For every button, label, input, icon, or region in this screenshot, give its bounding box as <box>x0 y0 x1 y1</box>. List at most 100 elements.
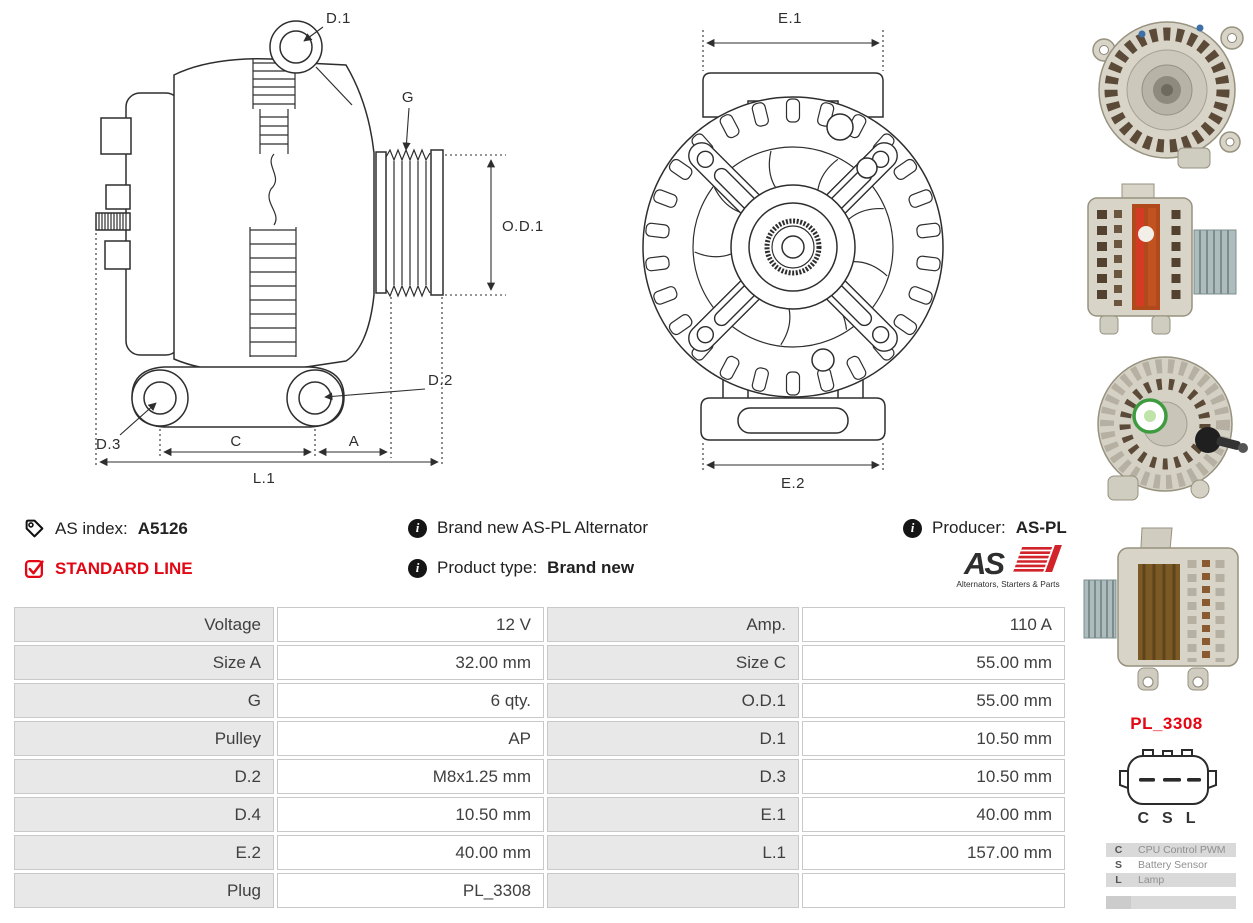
spec-value: 32.00 mm <box>277 645 544 680</box>
checkbox-checked-icon <box>24 559 44 579</box>
legend-key: C <box>1114 844 1123 856</box>
as-index-value: A5126 <box>137 518 188 538</box>
spec-label: D.1 <box>547 721 799 756</box>
product-photo-front-three-quarter[interactable] <box>1080 6 1253 174</box>
spec-value: 55.00 mm <box>802 645 1065 680</box>
dim-label-l1: L.1 <box>253 470 275 487</box>
spec-label: D.4 <box>14 797 274 832</box>
spec-value: 110 A <box>802 607 1065 642</box>
spec-value: 55.00 mm <box>802 683 1065 718</box>
dim-label-d1: D.1 <box>326 10 351 27</box>
plug-name: PL_3308 <box>1130 714 1203 733</box>
hatched-block <box>95 212 131 231</box>
spec-value: 10.50 mm <box>802 721 1065 756</box>
spec-table: Voltage 12 V Amp. 110 A Size A 32.00 mm … <box>14 607 1065 908</box>
legend-key: L <box>1115 874 1122 886</box>
spec-label: Size C <box>547 645 799 680</box>
pin-label: S <box>1162 810 1173 827</box>
product-photo-rear-with-plug[interactable] <box>1080 344 1253 514</box>
description-row: i Brand new AS-PL Alternator <box>408 518 648 538</box>
info-icon: i <box>408 558 427 578</box>
info-icon: i <box>903 518 922 538</box>
as-index-row: AS index: A5126 <box>24 518 188 539</box>
connector-diagram <box>1119 749 1217 805</box>
spec-label: E.1 <box>547 797 799 832</box>
bolt-hole <box>826 113 854 141</box>
spec-value: 40.00 mm <box>277 835 544 870</box>
dim-label-d2: D.2 <box>428 372 453 389</box>
front-view-technical-drawing: E.1 E.2 <box>642 10 944 492</box>
product-type-row: i Product type: Brand new <box>408 558 634 578</box>
pin-label: L <box>1185 810 1196 827</box>
producer-value: AS-PL <box>1015 518 1067 537</box>
spec-value: AP <box>277 721 544 756</box>
spec-value: M8x1.25 mm <box>277 759 544 794</box>
producer-row: i Producer: AS-PL <box>903 518 1067 538</box>
spec-label: L.1 <box>547 835 799 870</box>
spec-value: 6 qty. <box>277 683 544 718</box>
connector-legend: C CPU Control PWM S Battery Sensor L Lam… <box>1106 843 1236 909</box>
info-icon: i <box>408 518 427 538</box>
spec-label <box>547 873 799 908</box>
terminal-block <box>100 117 132 155</box>
spec-value: 40.00 mm <box>802 797 1065 832</box>
stator-ribs <box>249 59 297 357</box>
legend-row: S Battery Sensor <box>1106 858 1236 872</box>
spec-label: Pulley <box>14 721 274 756</box>
spec-value: 10.50 mm <box>277 797 544 832</box>
dim-label-c: C <box>230 433 241 450</box>
alternator-body <box>173 58 375 373</box>
product-photo-side-pulley-right[interactable] <box>1080 178 1253 338</box>
connector-pin-labels: C S L <box>1080 810 1253 828</box>
fan-ring <box>692 146 894 348</box>
standard-line-row: STANDARD LINE <box>24 558 193 579</box>
legend-description: Battery Sensor <box>1138 859 1208 871</box>
product-photo-side-pulley-left[interactable] <box>1080 520 1253 698</box>
dim-label-g: G <box>402 89 414 106</box>
product-type-label: Product type: <box>437 558 538 577</box>
standard-line-badge: STANDARD LINE <box>55 558 193 578</box>
legend-row: C CPU Control PWM <box>1106 843 1236 857</box>
dim-label-e2: E.2 <box>781 475 805 492</box>
spec-value: 10.50 mm <box>802 759 1065 794</box>
bottom-bracket-slot <box>737 407 849 434</box>
b-terminal <box>104 240 131 270</box>
dim-label-d3: D.3 <box>96 436 121 453</box>
legend-empty-row <box>1106 896 1236 909</box>
producer-label: Producer: <box>932 518 1006 537</box>
spec-label: Amp. <box>547 607 799 642</box>
spec-label: D.2 <box>14 759 274 794</box>
spec-label: E.2 <box>14 835 274 870</box>
spec-value: 157.00 mm <box>802 835 1065 870</box>
dim-label-e1: E.1 <box>778 10 802 27</box>
legend-description: CPU Control PWM <box>1138 844 1226 856</box>
legend-key: S <box>1114 859 1122 871</box>
legend-description: Lamp <box>1138 874 1165 886</box>
as-pl-logo: AS Alternators, Starters & Parts <box>956 545 1062 589</box>
connector-stub <box>105 184 131 210</box>
rear-housing <box>125 92 181 356</box>
product-description: Brand new AS-PL Alternator <box>437 518 649 537</box>
spec-label: G <box>14 683 274 718</box>
dim-label-a: A <box>349 433 360 450</box>
pulley <box>375 148 444 298</box>
side-view-technical-drawing: D.1 G O.D.1 D.2 D.3 C <box>95 10 544 487</box>
tag-icon <box>25 519 44 538</box>
logo-stripes <box>1013 545 1062 572</box>
spec-label: D.3 <box>547 759 799 794</box>
spec-value: 12 V <box>277 607 544 642</box>
as-index-label: AS index: <box>55 518 128 538</box>
spec-label: Plug <box>14 873 274 908</box>
spec-value: PL_3308 <box>277 873 544 908</box>
dim-label-od1: O.D.1 <box>502 218 544 235</box>
pin-label: C <box>1137 810 1150 827</box>
bolt-hole <box>811 348 835 372</box>
bolt-hole <box>856 157 878 179</box>
spec-label: O.D.1 <box>547 683 799 718</box>
spec-value <box>802 873 1065 908</box>
legend-row: L Lamp <box>1106 873 1236 887</box>
logo-tagline: Alternators, Starters & Parts <box>956 579 1059 589</box>
spec-label: Voltage <box>14 607 274 642</box>
spec-label: Size A <box>14 645 274 680</box>
